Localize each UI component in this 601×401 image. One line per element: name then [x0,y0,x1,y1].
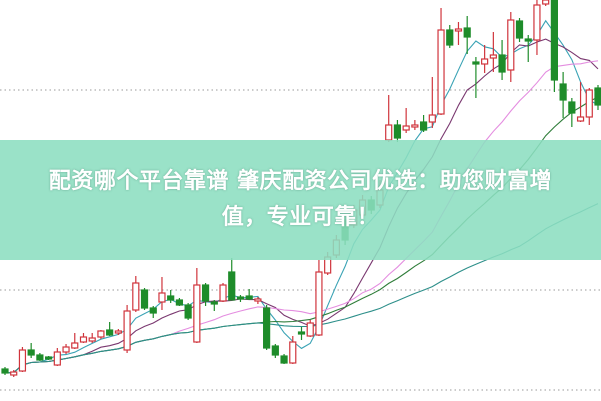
candle-up [402,125,410,131]
candle-up [158,292,166,303]
candle-down [550,0,558,81]
candle-down [271,345,279,356]
candle-down [27,349,35,356]
candle-up [219,284,227,302]
candle-up [428,114,436,123]
candle-up [385,124,393,141]
candle-up [306,322,314,337]
candle-up [254,298,262,302]
candle-up [79,336,88,343]
candle-down [175,299,184,306]
candle-down [210,301,218,305]
candle-down [515,20,524,39]
candle-down [568,101,576,114]
candle-down [36,354,44,361]
candle-up [481,58,489,65]
candle-down [167,295,175,301]
candle-up [123,310,131,351]
candle-up [71,342,79,349]
candle-up [576,116,585,122]
candle-down [149,307,157,314]
candle-up [533,4,541,41]
candle-down [245,295,253,300]
candle-down [463,27,471,38]
candle-up [585,89,593,118]
candle-up [10,371,18,376]
candle-up [53,351,61,366]
candle-down [524,38,532,42]
candle-down [393,124,402,139]
banner-title-line2: 值，专业可靠！ [221,205,380,230]
candle-down [106,329,114,336]
candle-down [280,355,288,364]
candle-up [542,0,550,5]
candle-up [62,346,70,353]
candle-up [132,282,140,311]
candle-up [114,330,122,334]
candle-up [411,124,419,128]
title-banner: 配资哪个平台靠谱 肇庆配资公司优选：助您财富增 值，专业可靠！ [0,140,601,260]
candle-down [419,121,428,131]
candle-down [201,284,210,302]
candle-down [45,356,53,360]
banner-title-line1: 配资哪个平台靠谱 肇庆配资公司优选：助您财富增 [48,169,553,194]
candle-down [1,368,9,374]
candle-up [88,337,96,342]
candle-up [315,271,323,336]
candle-up [289,341,297,364]
candle-up [507,19,515,71]
candle-up [489,54,497,59]
candle-down [297,331,306,335]
candle-down [236,296,245,300]
candle-down [498,54,506,73]
candle-down [140,289,149,309]
candle-up [437,29,445,115]
candle-down [263,307,271,349]
candle-down [228,271,236,301]
candle-up [454,28,463,32]
candle-down [446,29,454,46]
candle-down [472,61,480,65]
candle-down [594,87,601,106]
candle-up [193,284,201,343]
candle-down [184,304,192,319]
candle-up [18,349,27,372]
candle-up [97,330,105,338]
candle-down [559,83,567,101]
